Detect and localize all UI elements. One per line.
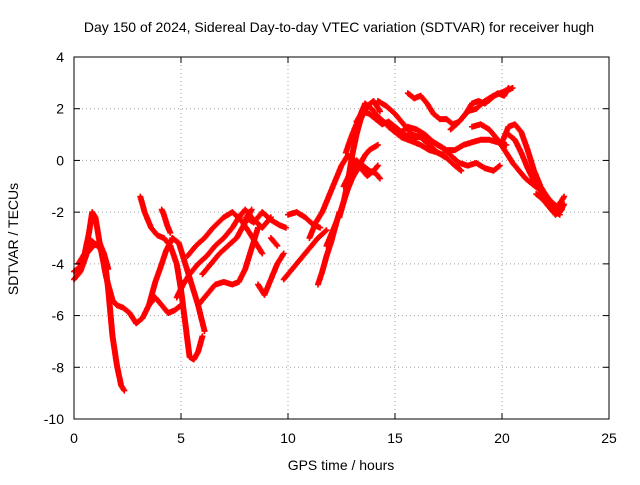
series-layer [71,85,568,394]
y-tick-label: -8 [52,359,65,375]
y-tick-label: -2 [52,204,65,220]
marker-path [447,85,516,133]
marker-path [385,123,448,159]
series-trace-14 [280,227,330,283]
x-tick-label: 25 [601,430,617,446]
series-trace-30 [533,191,565,218]
series-trace-12 [255,250,287,298]
marker-path [267,235,281,249]
y-tick-label: 4 [56,49,64,65]
tick-layer: 0 5 10 15 20 25 -10 -8 -6 -4 -2 0 2 4 [44,49,617,446]
grid-layer [74,57,609,419]
marker-path [145,235,208,335]
series-trace-9 [195,224,261,309]
marker-path [137,193,206,363]
marker-path [158,206,174,236]
series-trace-4 [137,193,206,363]
y-axis-label: SDTVAR / TECUs [5,183,21,295]
series-trace-6 [158,206,174,236]
marker-path [280,227,330,283]
y-tick-label: -10 [44,411,64,427]
series-trace-11 [242,209,289,231]
plot-frame [73,56,610,420]
x-tick-label: 20 [494,430,510,446]
x-tick-label: 10 [280,430,296,446]
y-tick-label: 0 [56,152,64,168]
series-trace-13 [267,235,281,249]
series-trace-23 [374,98,510,154]
y-tick-label: -6 [52,308,65,324]
x-tick-label: 5 [177,430,185,446]
y-tick-label: 2 [56,101,64,117]
marker-path [533,191,565,218]
series-trace-20 [340,157,383,190]
x-axis-label: GPS time / hours [288,457,395,473]
chart-title: Day 150 of 2024, Sidereal Day-to-day VTE… [84,19,594,35]
x-tick-label: 15 [387,430,403,446]
marker-path [242,209,289,231]
series-trace-24 [385,123,448,159]
series-trace-26 [447,85,516,133]
marker-path [374,98,510,154]
y-tick-label: -4 [52,256,65,272]
marker-path [195,224,261,309]
x-tick-label: 0 [70,430,78,446]
marker-path [340,157,383,190]
marker-path [255,250,287,298]
series-trace-5 [145,235,208,335]
